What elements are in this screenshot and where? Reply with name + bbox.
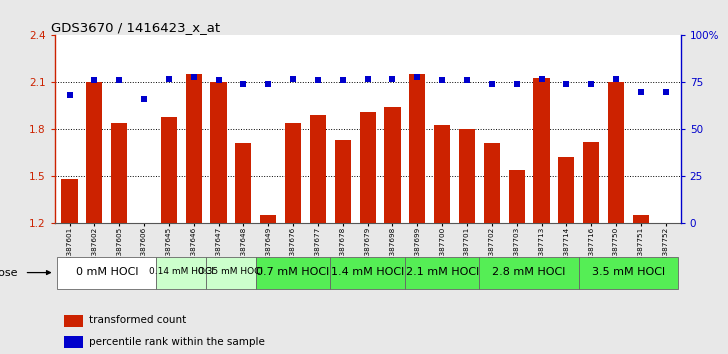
Point — [436, 78, 448, 83]
Bar — [534, 78, 550, 223]
Bar — [459, 129, 475, 223]
Bar — [87, 82, 103, 223]
Point — [486, 81, 498, 87]
Point — [561, 81, 572, 87]
Bar — [285, 123, 301, 223]
Point — [312, 78, 324, 83]
Bar — [235, 143, 251, 223]
Point — [387, 76, 398, 81]
Bar — [64, 336, 83, 348]
Bar — [310, 115, 326, 223]
Bar — [260, 215, 277, 223]
Point — [362, 76, 373, 81]
Text: 0.35 mM HOCl: 0.35 mM HOCl — [199, 267, 264, 276]
Bar — [384, 107, 400, 223]
Point — [635, 89, 646, 95]
FancyBboxPatch shape — [157, 257, 206, 289]
FancyBboxPatch shape — [57, 257, 157, 289]
FancyBboxPatch shape — [579, 257, 678, 289]
Point — [585, 81, 597, 87]
Text: percentile rank within the sample: percentile rank within the sample — [89, 337, 265, 347]
Bar — [335, 140, 351, 223]
FancyBboxPatch shape — [256, 257, 331, 289]
Text: dose: dose — [0, 268, 18, 278]
Bar — [409, 74, 425, 223]
Text: 2.1 mM HOCl: 2.1 mM HOCl — [405, 267, 479, 277]
Bar — [186, 74, 202, 223]
Point — [89, 78, 100, 83]
Point — [138, 96, 150, 102]
Point — [511, 81, 523, 87]
Text: transformed count: transformed count — [89, 315, 186, 325]
Bar — [484, 143, 500, 223]
Bar — [161, 117, 177, 223]
Point — [337, 78, 349, 83]
Bar — [558, 157, 574, 223]
Bar — [360, 112, 376, 223]
Point — [63, 93, 75, 98]
Bar — [111, 123, 127, 223]
Point — [262, 81, 274, 87]
Bar — [633, 215, 649, 223]
Text: 0 mM HOCl: 0 mM HOCl — [76, 267, 138, 277]
Text: 3.5 mM HOCl: 3.5 mM HOCl — [592, 267, 665, 277]
Bar — [608, 82, 624, 223]
Point — [237, 81, 249, 87]
Text: 2.8 mM HOCl: 2.8 mM HOCl — [492, 267, 566, 277]
Point — [462, 78, 473, 83]
Point — [660, 89, 672, 95]
Point — [536, 76, 547, 81]
Bar — [509, 170, 525, 223]
Text: 0.7 mM HOCl: 0.7 mM HOCl — [256, 267, 330, 277]
Point — [411, 74, 423, 80]
Bar — [434, 125, 450, 223]
Point — [163, 76, 175, 81]
Point — [610, 76, 622, 81]
Text: GDS3670 / 1416423_x_at: GDS3670 / 1416423_x_at — [52, 21, 221, 34]
FancyBboxPatch shape — [405, 257, 480, 289]
Point — [288, 76, 299, 81]
Bar — [64, 315, 83, 327]
Text: 1.4 mM HOCl: 1.4 mM HOCl — [331, 267, 404, 277]
FancyBboxPatch shape — [206, 257, 256, 289]
FancyBboxPatch shape — [331, 257, 405, 289]
Bar — [583, 142, 599, 223]
Point — [213, 78, 224, 83]
Point — [188, 74, 199, 80]
Point — [114, 78, 125, 83]
Text: 0.14 mM HOCl: 0.14 mM HOCl — [149, 267, 214, 276]
FancyBboxPatch shape — [480, 257, 579, 289]
Bar — [210, 82, 226, 223]
Bar — [61, 179, 78, 223]
